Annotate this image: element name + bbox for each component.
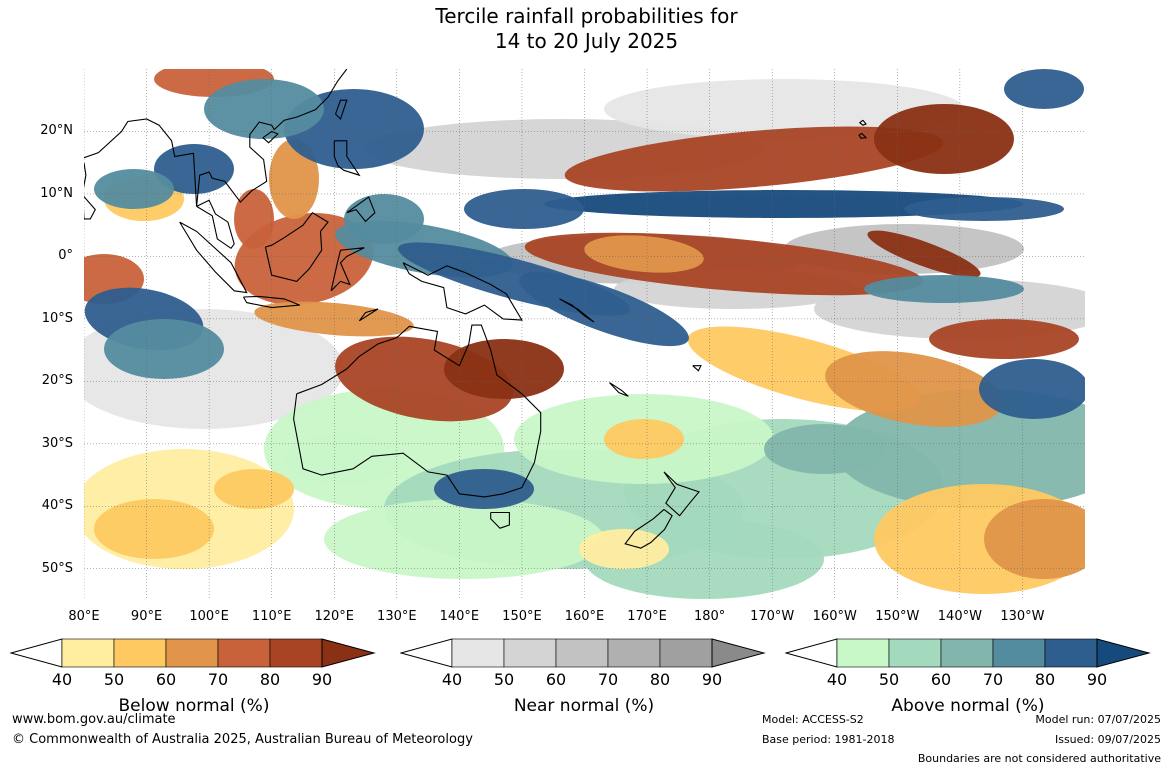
longitude-label: 180° [693,609,726,624]
longitude-label: 130°E [377,609,417,624]
latitude-label: 10°N [40,185,73,201]
colorbar-tick-label: 90 [311,670,333,689]
below-normal-colorbar [10,638,376,668]
colorbar-tick-label: 80 [1034,670,1056,689]
longitude-label: 160°E [564,609,605,624]
above-normal-colorbar [785,638,1151,668]
website-link[interactable]: www.bom.gov.au/climate [12,712,176,727]
map-title: Tercile rainfall probabilities for 14 to… [0,4,1173,54]
latitude-label: 0° [58,248,73,264]
longitude-label: 90°E [130,609,163,624]
longitude-label: 140°E [439,609,480,624]
colorbar-tick-label: 50 [493,670,515,689]
longitude-label: 170°E [627,609,667,624]
model-run-text: Model run: 07/07/2025 [1035,713,1161,726]
latitude-label: 10°S [41,310,73,326]
model-text: Model: ACCESS-S2 [762,713,864,726]
colorbar-tick-label: 50 [103,670,125,689]
issued-text: Issued: 09/07/2025 [1054,733,1161,746]
probability-map [84,69,1085,600]
colorbar-tick-label: 50 [878,670,900,689]
latitude-label: 20°S [41,373,73,389]
copyright-text: © Commonwealth of Australia 2025, Austra… [12,732,473,747]
above-normal-label: Above normal (%) [891,696,1045,716]
map-canvas [84,69,1085,600]
longitude-label: 150°E [502,609,542,624]
near-normal-colorbar [400,638,766,668]
colorbar-tick-label: 70 [207,670,229,689]
colorbar-tick-label: 60 [155,670,177,689]
near-normal-label: Near normal (%) [513,696,655,716]
longitude-label: 170°W [750,609,795,624]
colorbar-tick-label: 60 [930,670,952,689]
colorbar-tick-label: 40 [826,670,848,689]
below-normal-label: Below normal (%) [118,696,270,716]
colorbar-tick-label: 90 [701,670,723,689]
colorbar-tick-label: 70 [982,670,1004,689]
longitude-label: 80°E [68,609,100,624]
latitude-label: 50°S [41,560,73,576]
colorbar-tick-label: 40 [51,670,73,689]
colorbar-tick-label: 60 [545,670,567,689]
latitude-label: 20°N [40,123,73,139]
base-period-text: Base period: 1981-2018 [762,733,895,746]
title-line-1: Tercile rainfall probabilities for [435,4,738,28]
boundaries-note: Boundaries are not considered authoritat… [917,752,1161,765]
colorbar-tick-label: 70 [597,670,619,689]
coastlines [84,69,868,549]
colorbar-tick-label: 90 [1086,670,1108,689]
latitude-label: 40°S [41,498,73,514]
latitude-label: 30°S [41,435,73,451]
graticule [84,69,1085,600]
longitude-label: 140°W [937,609,982,624]
longitude-label: 130°W [1000,609,1045,624]
colorbar-tick-label: 80 [259,670,281,689]
longitude-label: 160°W [812,609,857,624]
longitude-label: 110°E [251,609,292,624]
colorbar-tick-label: 80 [649,670,671,689]
longitude-label: 100°E [189,609,229,624]
longitude-label: 150°W [875,609,920,624]
longitude-label: 120°E [314,609,355,624]
title-line-2: 14 to 20 July 2025 [494,29,679,53]
colorbar-tick-label: 40 [441,670,463,689]
